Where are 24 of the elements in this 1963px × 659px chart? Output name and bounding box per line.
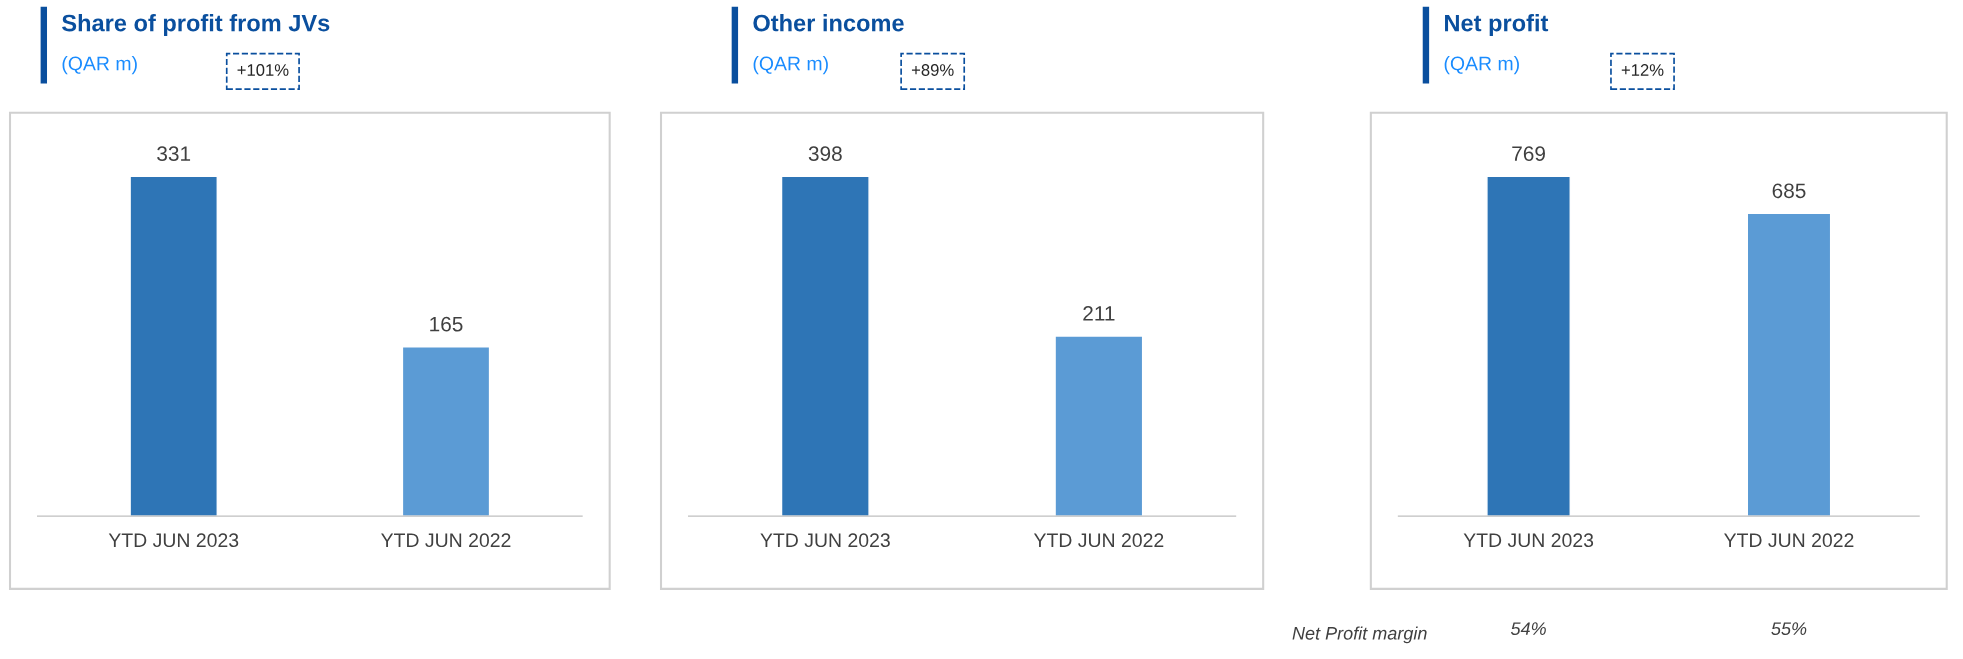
text: +12%: [1621, 64, 1664, 76]
chart-title: Net profit: [1445, 14, 1549, 37]
chart-title: Share of profit from JVs: [62, 14, 330, 37]
text: +101%: [237, 64, 289, 76]
data-label: 331: [157, 146, 191, 162]
text: Net Profit margin: [1292, 626, 1427, 644]
x-tick-label: YTD JUN 2023: [1463, 533, 1594, 548]
data-label: 211: [1083, 305, 1115, 321]
x-tick-label: YTD JUN 2023: [108, 533, 239, 548]
chart-subtitle: (QAR m): [62, 56, 137, 75]
chart-subtitle: (QAR m): [753, 56, 828, 75]
chart-title: Other income: [753, 14, 904, 32]
data-label: 165: [430, 316, 463, 332]
chart-subtitle: (QAR m): [1444, 56, 1519, 75]
text: +89%: [911, 64, 954, 76]
text: 55%: [1771, 622, 1807, 636]
data-label: 769: [1512, 146, 1545, 162]
data-label: 398: [808, 146, 842, 162]
data-label: 685: [1772, 183, 1806, 199]
x-tick-label: YTD JUN 2022: [1033, 533, 1164, 548]
x-tick-label: YTD JUN 2022: [381, 533, 511, 548]
x-tick-label: YTD JUN 2023: [760, 533, 890, 548]
x-tick-label: YTD JUN 2022: [1724, 533, 1854, 548]
text: 54%: [1510, 622, 1546, 636]
